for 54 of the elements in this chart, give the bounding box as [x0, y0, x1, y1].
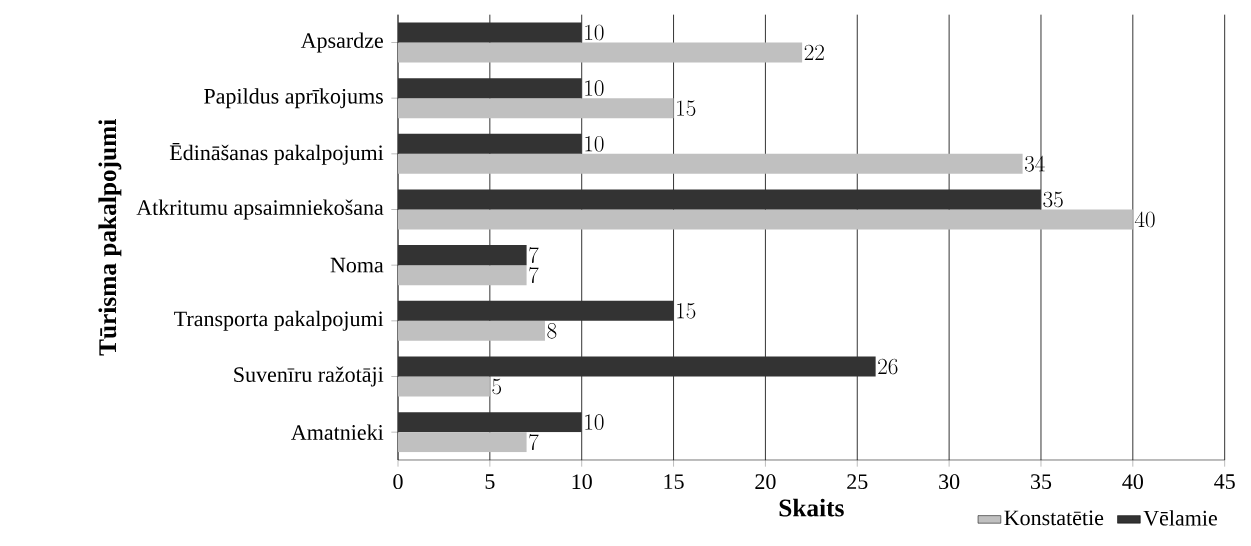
- data-label: 22: [804, 44, 824, 60]
- x-tick-label: 15: [664, 474, 684, 489]
- bar: [398, 98, 674, 119]
- data-label: 15: [677, 100, 696, 116]
- bar: [398, 42, 803, 63]
- y-tick-label: Papildus aprīkojums: [204, 88, 383, 109]
- legend-label: Konstatētie: [1004, 510, 1104, 526]
- x-tick-label: 25: [847, 474, 868, 490]
- data-label: 26: [878, 358, 898, 375]
- bar: [398, 356, 876, 377]
- data-label: 34: [1024, 155, 1045, 172]
- data-label: 5: [492, 378, 502, 395]
- bar: [398, 22, 582, 43]
- y-tick-label: Transporta pakalpojumi: [174, 310, 384, 331]
- data-label: 40: [1134, 211, 1155, 228]
- x-tick-label: 20: [755, 474, 776, 490]
- bar: [398, 153, 1023, 174]
- bar: [398, 300, 674, 321]
- data-label: 10: [585, 80, 604, 96]
- x-tick-label: 45: [1214, 474, 1235, 489]
- bar: [398, 320, 545, 341]
- y-tick-label: Apsardze: [300, 32, 383, 53]
- bar: [398, 412, 582, 433]
- y-tick-label: Atkritumu apsaimniekošana: [136, 199, 384, 220]
- data-label: 7: [529, 434, 539, 450]
- data-label: 10: [585, 24, 604, 41]
- x-axis-title: Skaits: [779, 498, 844, 517]
- bar: [398, 245, 527, 266]
- data-label: 10: [585, 414, 604, 430]
- bar: [398, 265, 527, 286]
- x-tick-label: 5: [485, 474, 495, 489]
- x-tick-label: 30: [939, 474, 960, 490]
- x-tick-label: 0: [393, 474, 403, 490]
- y-tick-label: Ēdināšanas pakalpojumi: [169, 142, 384, 165]
- bar: [398, 209, 1133, 230]
- data-label: 8: [547, 323, 557, 339]
- bar: [398, 133, 582, 154]
- data-label: 10: [585, 136, 604, 152]
- y-tick-label: Noma: [330, 257, 384, 273]
- data-label: 7: [529, 246, 539, 263]
- y-tick-label: Amatnieki: [291, 424, 384, 440]
- bar: [398, 376, 490, 397]
- data-label: 35: [1043, 191, 1063, 208]
- data-label: 15: [677, 303, 696, 319]
- x-tick-label: 10: [572, 474, 592, 490]
- x-tick-label: 35: [1031, 474, 1052, 490]
- y-axis-title: Tūrisma pakalpojumi: [98, 119, 122, 356]
- bar: [398, 78, 582, 99]
- data-label: 7: [529, 267, 539, 283]
- y-tick-label: Suvenīru ražotāji: [234, 366, 384, 387]
- bar: [398, 432, 527, 453]
- x-tick-label: 40: [1122, 474, 1143, 490]
- legend-label: Vēlamie: [1143, 510, 1217, 526]
- bar: [398, 189, 1041, 210]
